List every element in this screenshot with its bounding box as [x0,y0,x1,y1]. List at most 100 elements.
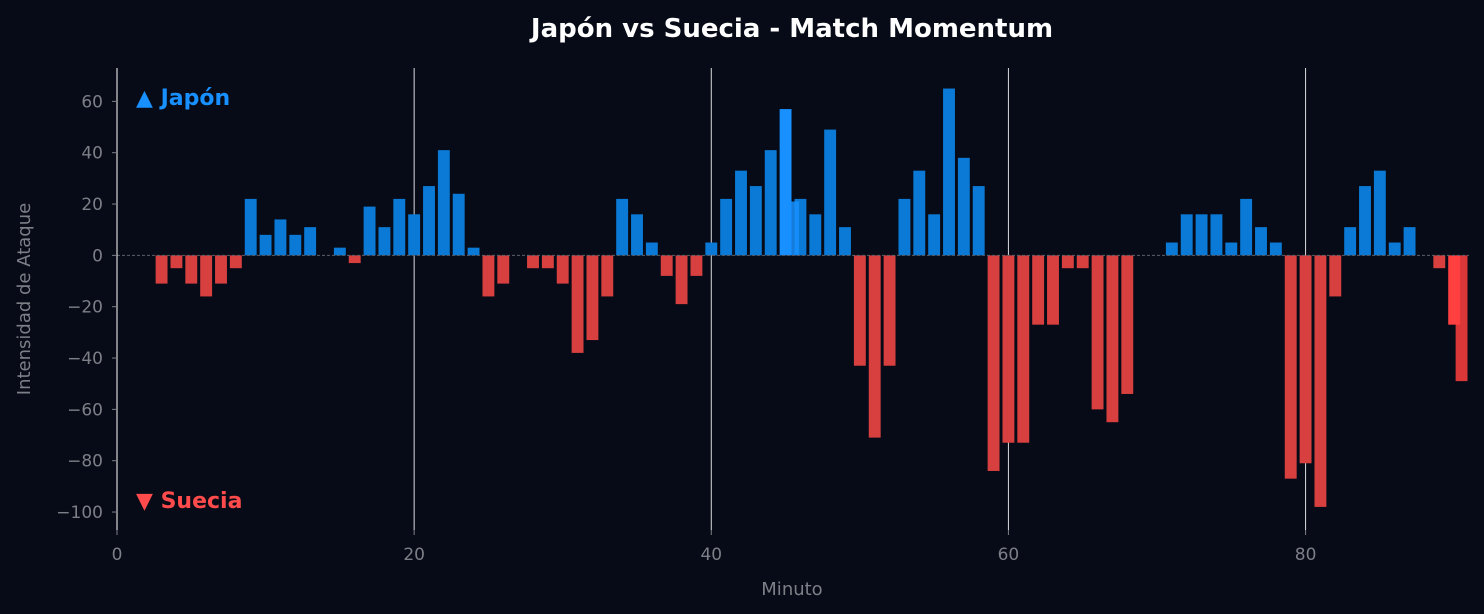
momentum-bar [229,255,242,269]
momentum-bar [1047,255,1059,325]
momentum-bar [1225,242,1238,256]
momentum-bar [675,255,688,305]
chart-title: Japón vs Suecia - Match Momentum [529,14,1053,44]
momentum-bar [987,255,1000,471]
momentum-bar [735,170,747,256]
momentum-bar [957,157,970,256]
x-ticks: 0 20 40 60 80 [112,530,1317,565]
momentum-bar [437,150,450,256]
momentum-bar [853,255,866,366]
momentum-bar [1433,255,1446,269]
momentum-bar [779,109,792,256]
momentum-bar [972,186,985,256]
y-tick-label: −80 [67,452,103,472]
momentum-bar [898,198,911,256]
momentum-bar [274,219,287,256]
momentum-bar [928,214,941,256]
momentum-bar [1455,255,1468,382]
momentum-bar [764,150,777,256]
momentum-bar [809,214,822,256]
y-tick-label: 20 [81,195,103,215]
momentum-bar [1076,255,1089,269]
momentum-bar [1180,214,1193,256]
y-tick-label: −20 [67,298,103,318]
y-tick-label: 60 [81,92,103,112]
momentum-bar [1388,242,1401,256]
momentum-bar [794,198,807,256]
momentum-bar [289,234,302,256]
momentum-bar [1121,255,1134,394]
momentum-bar [601,255,614,297]
momentum-bar [244,198,257,256]
momentum-bar [913,170,926,256]
momentum-bar [1210,214,1223,256]
momentum-bar [393,198,406,256]
momentum-bar [348,255,361,264]
y-ticks: 60 40 20 0 −20 −40 −60 −80 −100 [56,92,117,523]
momentum-bar [155,255,168,284]
momentum-bar [571,255,584,353]
momentum-bar [200,255,213,297]
suecia-annotation: ▼ Suecia [136,489,242,514]
momentum-bar [467,247,480,256]
momentum-bar [690,255,703,276]
japon-annotation: ▲ Japón [136,86,230,111]
momentum-bar [660,255,673,276]
x-tick-label: 20 [403,545,425,565]
momentum-bar [883,255,896,366]
momentum-bar [215,255,227,284]
momentum-bar [556,255,569,284]
momentum-bar [705,242,718,256]
momentum-bar [1165,242,1178,256]
momentum-bar [1329,255,1342,297]
y-tick-label: 0 [92,246,103,266]
momentum-bar [1240,198,1253,256]
momentum-bar [824,129,837,256]
momentum-bar [1344,227,1357,256]
x-tick-label: 40 [700,545,722,565]
x-tick-label: 60 [998,545,1020,565]
momentum-bar [1373,170,1386,256]
momentum-bar [497,255,510,284]
momentum-bar [868,255,881,438]
momentum-bar [304,227,317,256]
momentum-bar [378,227,391,256]
momentum-bar [363,206,376,256]
y-tick-label: 40 [81,144,103,164]
momentum-bar [1032,255,1045,325]
momentum-bar [749,186,762,256]
momentum-bar [645,242,658,256]
momentum-bar [185,255,198,284]
momentum-bar [1091,255,1104,410]
momentum-bar [527,255,539,269]
momentum-bar [1061,255,1074,269]
momentum-bar [787,201,799,256]
momentum-bar [1299,255,1312,464]
momentum-bar [586,255,599,341]
momentum-bar [616,198,629,256]
momentum-bar [1255,227,1267,256]
momentum-bar [452,193,465,256]
momentum-bar [631,214,643,256]
momentum-bar [333,247,346,256]
y-axis-label: Intensidad de Ataque [14,203,35,395]
momentum-bar [1314,255,1327,507]
x-tick-label: 0 [112,545,123,565]
momentum-bar [1448,255,1461,325]
momentum-bar [423,186,435,256]
bars-group [155,88,1468,507]
momentum-bar [170,255,183,269]
momentum-bar [541,255,554,269]
momentum-bar [943,88,955,256]
momentum-bar [482,255,495,297]
momentum-bar [259,234,272,256]
y-tick-label: −40 [67,349,103,369]
y-tick-label: −60 [67,400,103,420]
x-tick-label: 80 [1295,545,1317,565]
momentum-bar [1269,242,1282,256]
x-axis-label: Minuto [761,579,822,600]
momentum-bar [1002,255,1015,443]
momentum-bar [1403,227,1416,256]
y-tick-label: −100 [56,503,103,523]
